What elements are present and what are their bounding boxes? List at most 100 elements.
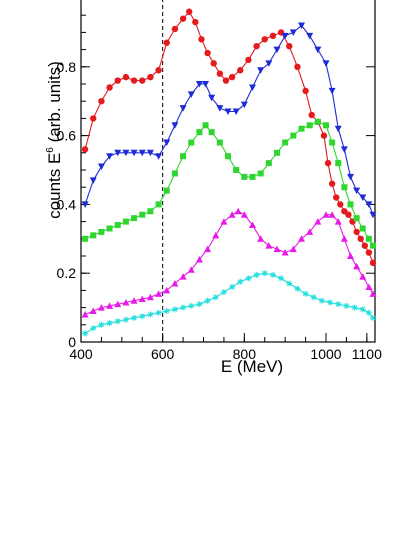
x-tick-label: 600 [151, 346, 175, 362]
data-point [289, 245, 297, 253]
data-point [343, 302, 350, 309]
data-point [345, 211, 352, 218]
data-point [353, 215, 360, 222]
data-point [139, 313, 146, 320]
data-point [222, 77, 230, 84]
data-point [369, 259, 377, 267]
data-point [114, 77, 121, 84]
data-point [106, 84, 113, 91]
data-point [155, 290, 163, 297]
x-tick-label: 400 [69, 346, 93, 362]
data-point [289, 29, 297, 36]
data-point [253, 271, 260, 278]
data-point [208, 94, 216, 102]
data-point [179, 273, 187, 280]
data-point [261, 270, 268, 277]
data-point [324, 159, 332, 167]
data-point [306, 122, 313, 129]
data-point [188, 139, 195, 146]
data-point [310, 294, 317, 301]
data-point [281, 32, 289, 40]
data-point [337, 201, 344, 208]
data-point [314, 218, 322, 225]
y-tick-label: 0 [68, 334, 76, 350]
data-point [365, 309, 372, 316]
data-point [237, 67, 244, 74]
data-point [359, 306, 366, 313]
data-point [274, 149, 280, 156]
data-point [365, 201, 373, 208]
data-point [192, 18, 199, 26]
data-point [359, 273, 367, 280]
data-point [195, 81, 203, 88]
data-point [122, 73, 130, 81]
y-tick-label: 0.4 [57, 196, 77, 212]
data-point [361, 242, 368, 249]
data-point [228, 211, 236, 218]
data-point [281, 249, 289, 256]
data-point [290, 132, 297, 139]
data-point [81, 310, 89, 318]
data-point [155, 309, 162, 316]
data-point [188, 302, 195, 309]
data-point [253, 42, 260, 50]
data-point [278, 275, 285, 282]
data-point [147, 208, 154, 215]
data-point [196, 129, 203, 136]
data-point [335, 301, 342, 308]
data-point [98, 228, 105, 235]
data-point [298, 235, 305, 242]
data-point [216, 139, 223, 146]
data-point [204, 49, 211, 57]
x-tick-label: 1000 [310, 346, 341, 362]
x-axis-label: E (MeV) [221, 357, 283, 376]
data-point [294, 285, 301, 292]
data-point [187, 266, 195, 273]
data-point [171, 122, 179, 129]
data-point [334, 218, 342, 225]
data-point [328, 211, 336, 218]
data-point [335, 160, 342, 167]
data-point [195, 255, 203, 263]
data-point [341, 184, 348, 191]
data-point [241, 173, 248, 180]
data-point [204, 297, 211, 304]
data-point [163, 308, 170, 315]
data-point [106, 320, 113, 327]
data-point [302, 87, 309, 95]
data-point [249, 84, 256, 91]
data-point [249, 221, 256, 229]
data-point [155, 201, 162, 208]
data-point [131, 314, 138, 321]
data-point [265, 160, 272, 167]
data-point [106, 225, 113, 232]
data-point [171, 170, 178, 177]
data-point [204, 245, 212, 253]
data-point [90, 115, 97, 122]
data-point [298, 22, 305, 30]
data-point [212, 294, 219, 301]
data-point [369, 211, 377, 219]
data-point [224, 108, 232, 116]
data-point [106, 302, 114, 309]
x-tick-label: 1100 [352, 346, 382, 362]
data-point [171, 280, 179, 287]
data-point [369, 242, 376, 249]
data-point [269, 32, 277, 40]
data-point [229, 283, 236, 290]
data-point [228, 73, 236, 81]
data-point [249, 173, 256, 180]
data-point [353, 228, 360, 236]
data-point [353, 187, 361, 195]
data-point [179, 15, 187, 22]
data-point [180, 304, 187, 311]
data-point [90, 232, 97, 239]
data-point [306, 228, 314, 235]
data-point [322, 60, 330, 67]
data-point [329, 139, 336, 146]
data-point [298, 125, 305, 132]
data-point [323, 122, 329, 129]
data-point [314, 46, 322, 54]
data-point [212, 231, 220, 239]
